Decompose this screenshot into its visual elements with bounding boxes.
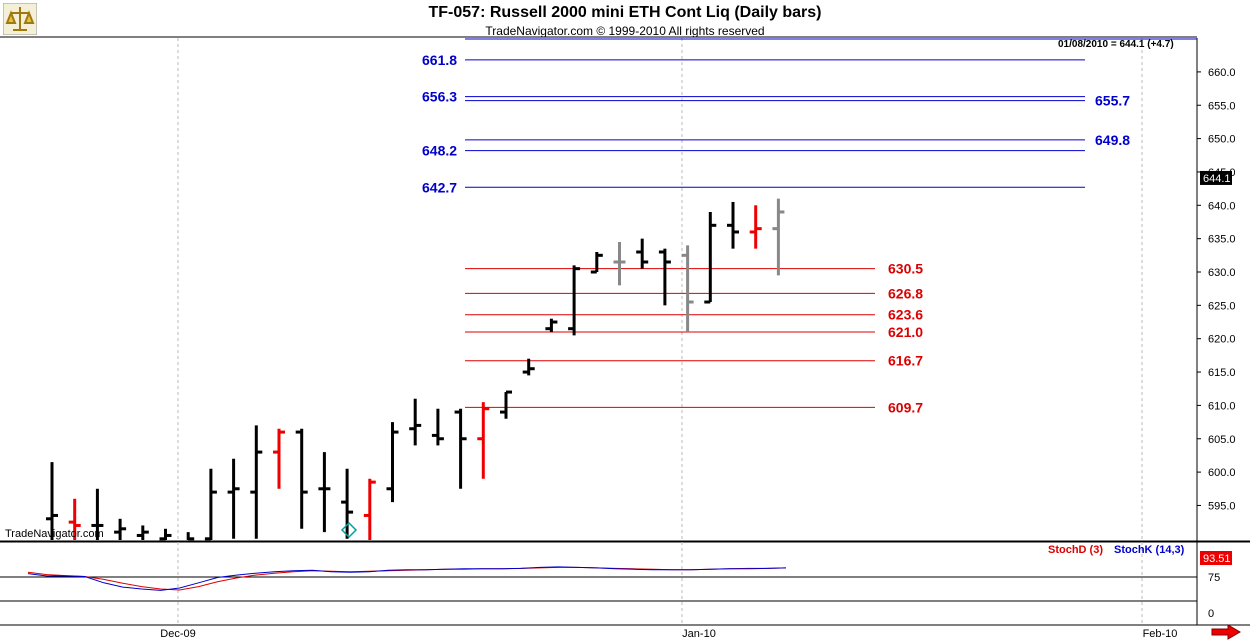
price-tick-label: 660.0: [1208, 67, 1236, 79]
fib-label-red: 630.5: [888, 261, 923, 277]
price-tick-label: 610.0: [1208, 400, 1236, 412]
chart-title: TF-057: Russell 2000 mini ETH Cont Liq (…: [428, 4, 822, 21]
fib-label-blue: 661.8: [422, 52, 457, 68]
price-tick-label: 640.0: [1208, 200, 1236, 212]
last-bar-readout: 01/08/2010 = 644.1 (+4.7): [1058, 39, 1174, 50]
date-label: Dec-09: [160, 628, 195, 640]
diamond-marker-icon: [340, 521, 358, 539]
fib-label-blue: 648.2: [422, 143, 457, 159]
price-tick-label: 655.0: [1208, 100, 1236, 112]
tradenavigator-logo: [3, 3, 37, 35]
fib-label-blue: 649.8: [1095, 132, 1130, 148]
fib-label-blue: 642.7: [422, 179, 457, 195]
fib-label-red: 626.8: [888, 285, 923, 301]
last-price-box: [1200, 170, 1232, 185]
fib-label-red: 616.7: [888, 353, 923, 369]
fib-label-red: 609.7: [888, 399, 923, 415]
stoch-last-box: [1200, 551, 1232, 565]
copyright-text: TradeNavigator.com © 1999-2010 All right…: [485, 24, 765, 38]
scroll-right-arrow-icon[interactable]: [1210, 624, 1242, 640]
legend-stochk: StochK (14,3): [1114, 544, 1185, 556]
fib-label-blue: 655.7: [1095, 93, 1130, 109]
legend-stochd: StochD (3): [1048, 544, 1103, 556]
price-tick-label: 605.0: [1208, 434, 1236, 446]
fib-label-red: 623.6: [888, 307, 923, 323]
date-label: Jan-10: [682, 628, 716, 640]
fib-label-blue: 656.3: [422, 89, 457, 105]
watermark: TradeNavigator.com: [5, 528, 104, 540]
price-tick-label: 600.0: [1208, 467, 1236, 479]
date-label: Feb-10: [1143, 628, 1178, 640]
last-price-label: 644.1: [1203, 173, 1231, 185]
price-tick-label: 650.0: [1208, 134, 1236, 146]
price-tick-label: 630.0: [1208, 267, 1236, 279]
stoch-last-label: 93.51: [1203, 553, 1231, 565]
stoch-tick-label: 75: [1208, 572, 1220, 584]
stochk-line: [27, 566, 787, 591]
price-tick-label: 615.0: [1208, 367, 1236, 379]
price-tick-label: 595.0: [1208, 500, 1236, 512]
price-tick-label: 625.0: [1208, 300, 1236, 312]
stoch-tick-label: 0: [1208, 608, 1214, 620]
price-tick-label: 620.0: [1208, 334, 1236, 346]
fib-label-red: 621.0: [888, 324, 923, 340]
price-tick-label: 635.0: [1208, 234, 1236, 246]
